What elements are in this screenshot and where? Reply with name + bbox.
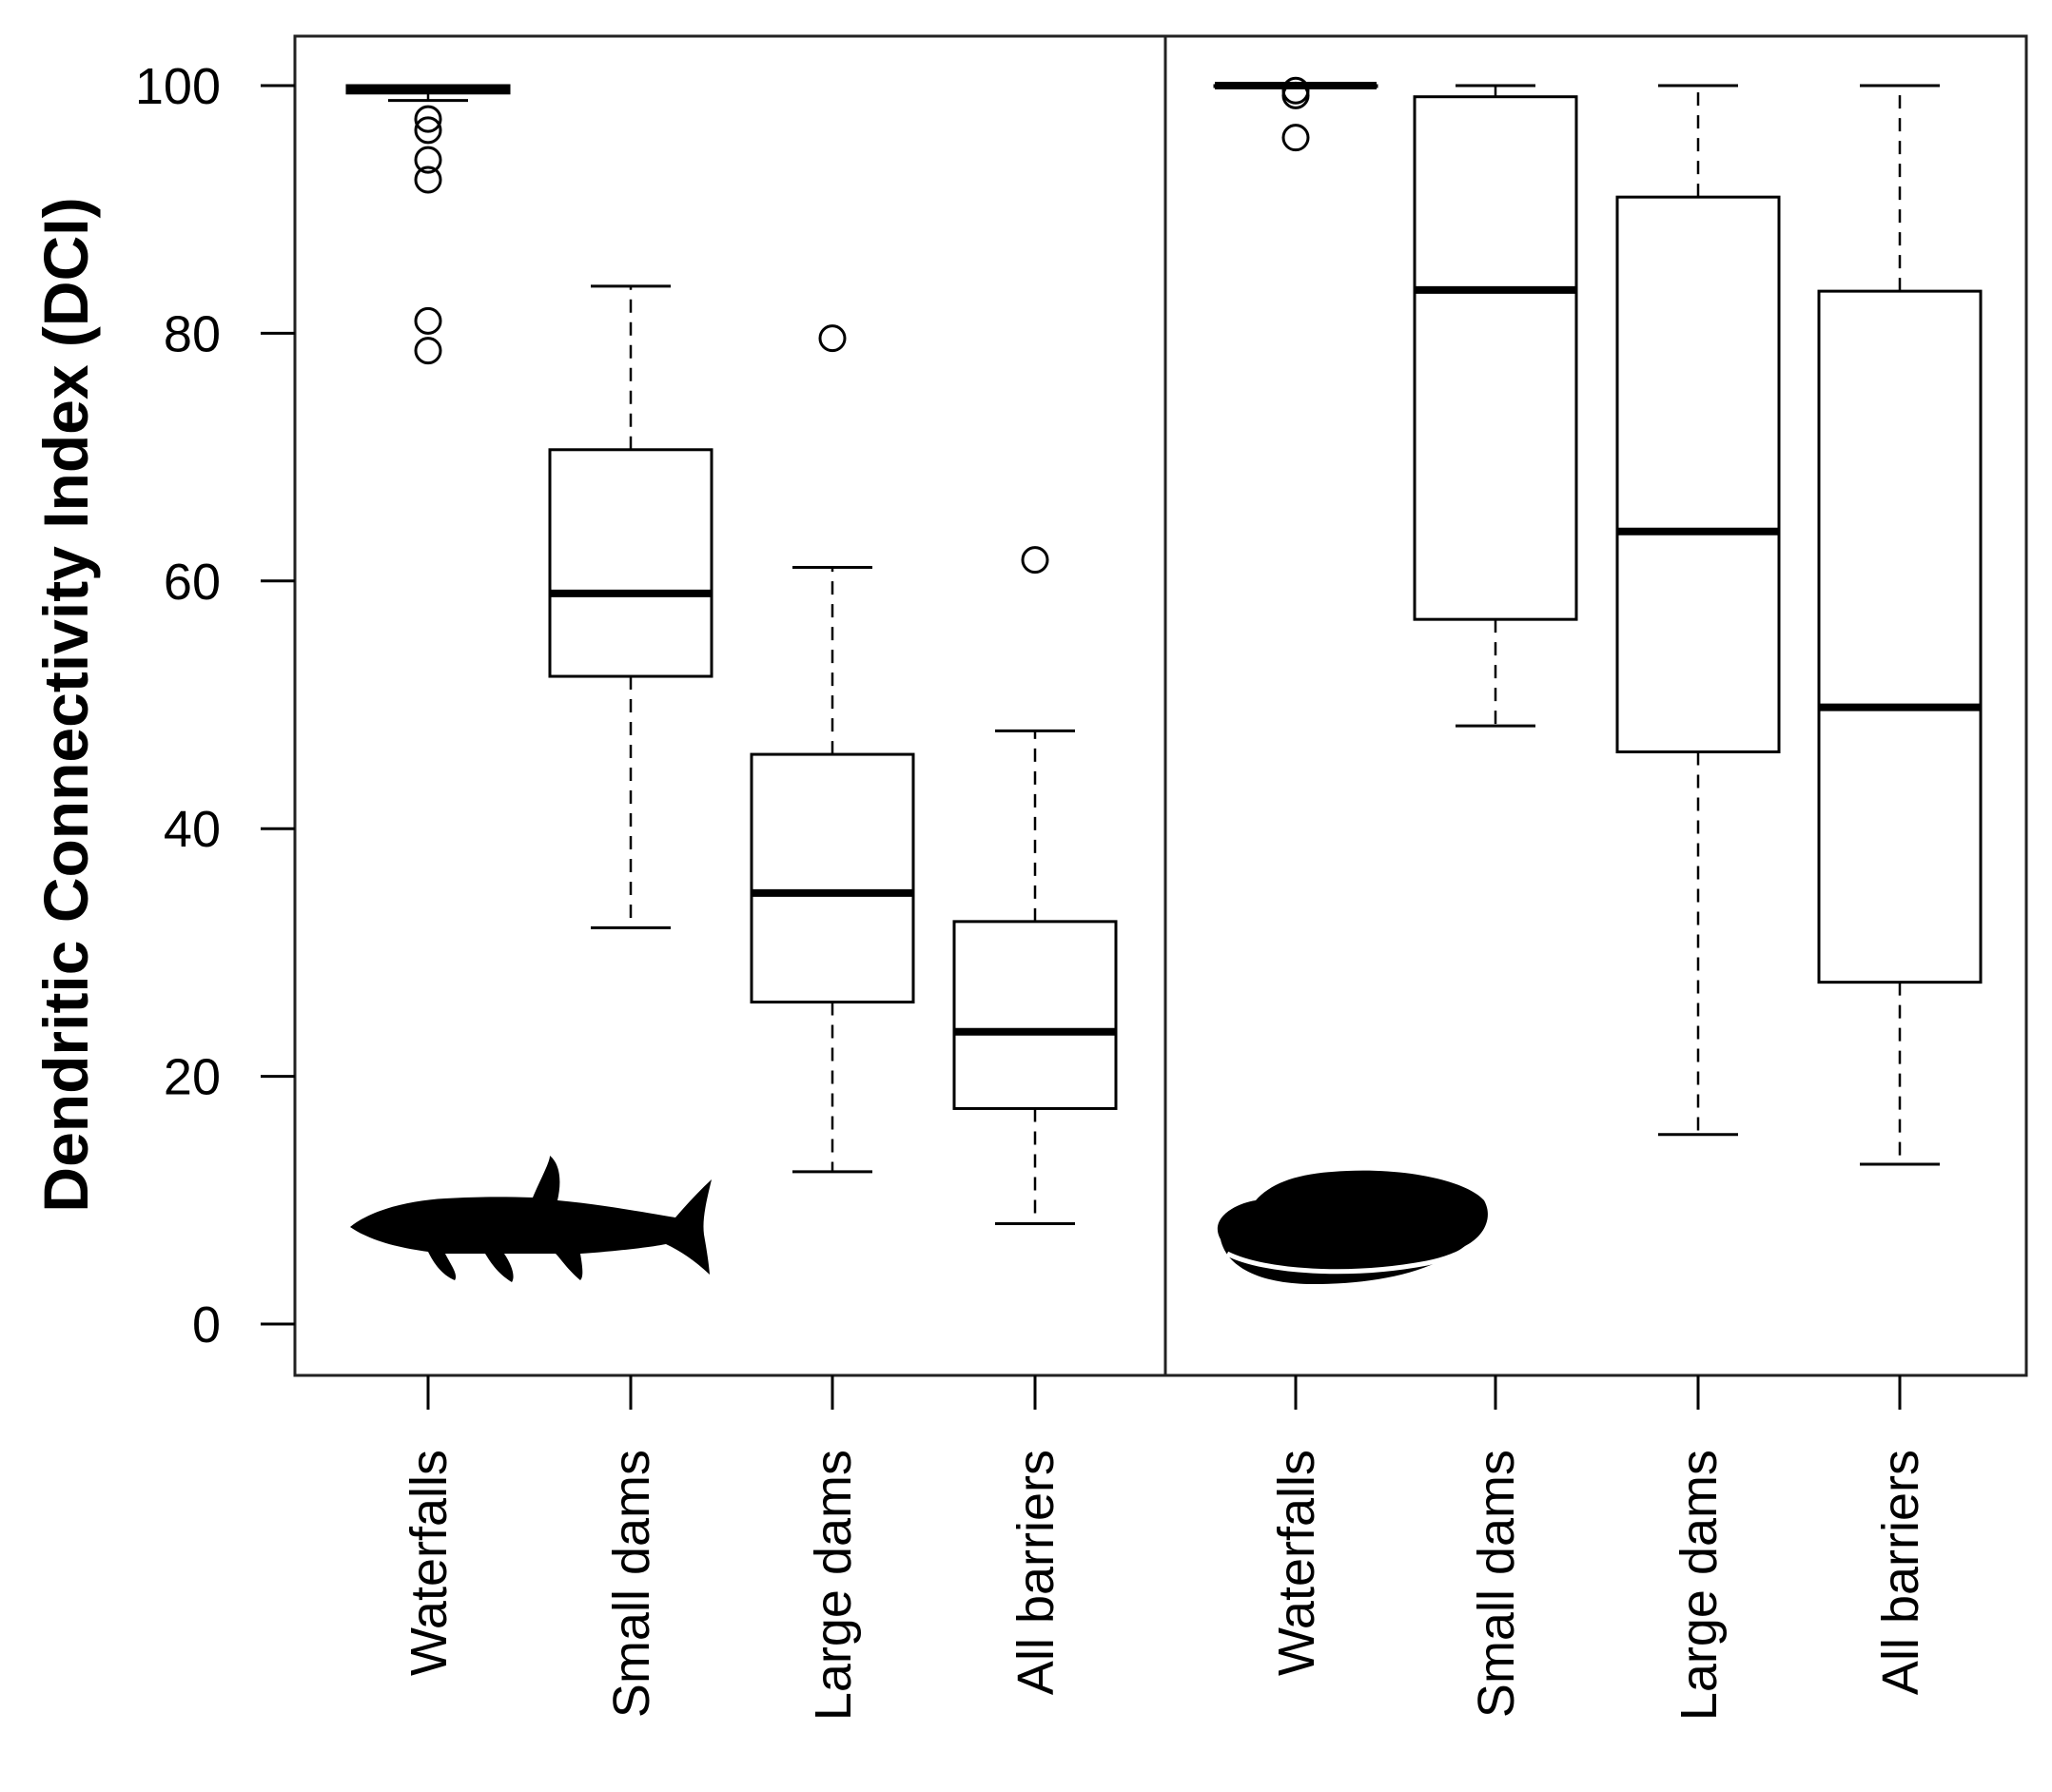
outlier-point	[818, 324, 847, 353]
mussel-silhouette-icon	[1217, 1170, 1489, 1284]
box	[548, 448, 713, 678]
outlier-point	[414, 337, 442, 365]
category-label: All barriers	[1007, 1450, 1065, 1695]
box	[1413, 95, 1578, 621]
y-tick-label: 20	[164, 1049, 221, 1106]
box	[1817, 289, 1983, 984]
y-tick-label: 100	[135, 58, 221, 115]
outlier-point	[414, 166, 442, 194]
category-label: Small dams	[603, 1450, 660, 1718]
category-label: Large dams	[1671, 1450, 1728, 1721]
y-axis-label: Dendritic Connectivity Index (DCI)	[30, 197, 101, 1212]
outlier-point	[414, 116, 442, 145]
category-label: Waterfalls	[401, 1450, 458, 1676]
category-label: All barriers	[1872, 1450, 1929, 1695]
plot-frame	[293, 34, 2028, 1377]
y-tick-label: 40	[164, 801, 221, 858]
outlier-point	[1021, 546, 1049, 575]
box	[952, 920, 1118, 1110]
outlier-point	[414, 105, 442, 133]
outlier-point	[414, 146, 442, 174]
box	[750, 752, 915, 1003]
outlier-point	[1281, 124, 1310, 152]
outlier-point	[414, 306, 442, 335]
fish-silhouette-icon	[350, 1156, 712, 1282]
category-label: Large dams	[805, 1450, 862, 1721]
category-label: Small dams	[1468, 1450, 1525, 1718]
outlier-point	[1281, 81, 1310, 109]
category-label: Waterfalls	[1268, 1450, 1325, 1676]
y-tick-label: 80	[164, 305, 221, 362]
box	[1615, 195, 1781, 753]
y-tick-label: 60	[164, 554, 221, 611]
y-tick-label: 0	[192, 1296, 221, 1354]
